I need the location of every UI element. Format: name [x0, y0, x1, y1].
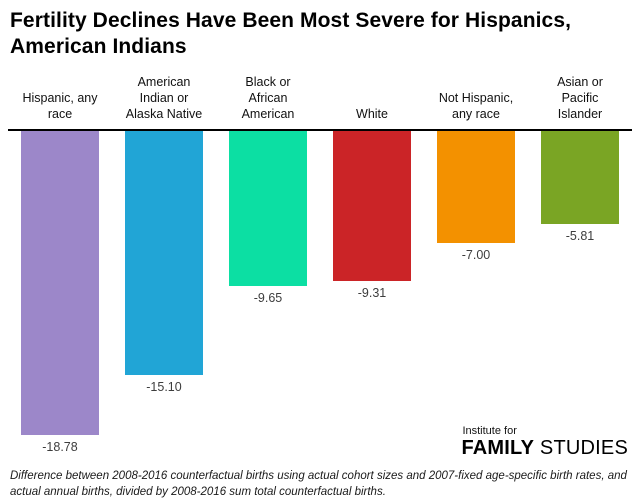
bar [21, 129, 99, 436]
chart-columns: Hispanic, any race -18.78 American India… [8, 69, 632, 461]
chart-column: Hispanic, any race -18.78 [8, 69, 112, 461]
bar-value-label: -9.31 [357, 285, 387, 300]
bar-value-label: -7.00 [461, 248, 491, 263]
bar-category-label: Asian or Pacific Islander [557, 75, 603, 121]
ifs-logo-studies: STUDIES [539, 437, 628, 460]
ifs-logo-family: FAMILY [461, 437, 535, 460]
baseline-axis [8, 129, 632, 132]
chart-caption: Difference between 2008-2016 counterfact… [10, 470, 627, 498]
bar [333, 129, 411, 281]
chart-title: Fertility Declines Have Been Most Severe… [10, 9, 572, 58]
bar-value-label: -18.78 [42, 440, 78, 455]
bar [541, 129, 619, 224]
chart-column: White -9.31 [320, 69, 424, 461]
chart-column: Not Hispanic, any race -7.00 [424, 69, 528, 461]
bar [125, 129, 203, 376]
bar-value-label: -5.81 [565, 228, 595, 243]
bar-category-label: White [356, 106, 388, 121]
bar [229, 129, 307, 287]
chart-column: American Indian or Alaska Native -15.10 [112, 69, 216, 461]
bar-category-label: American Indian or Alaska Native [125, 75, 203, 121]
bar-value-label: -9.65 [253, 291, 283, 306]
chart-column: Asian or Pacific Islander -5.81 [528, 69, 632, 461]
bar-chart: Hispanic, any race -18.78 American India… [8, 69, 632, 461]
bar-category-label: Hispanic, any race [22, 90, 98, 121]
ifs-logo-family-studies: FAMILY STUDIES [461, 438, 628, 459]
bar-category-label: Not Hispanic, any race [438, 90, 514, 121]
bar-value-label: -15.10 [146, 380, 182, 395]
ifs-logo-institute-for: Institute for [462, 424, 517, 437]
ifs-logo: Institute for FAMILY STUDIES [461, 424, 628, 460]
bar [437, 129, 515, 244]
chart-column: Black or African American -9.65 [216, 69, 320, 461]
bar-category-label: Black or African American [241, 75, 295, 121]
